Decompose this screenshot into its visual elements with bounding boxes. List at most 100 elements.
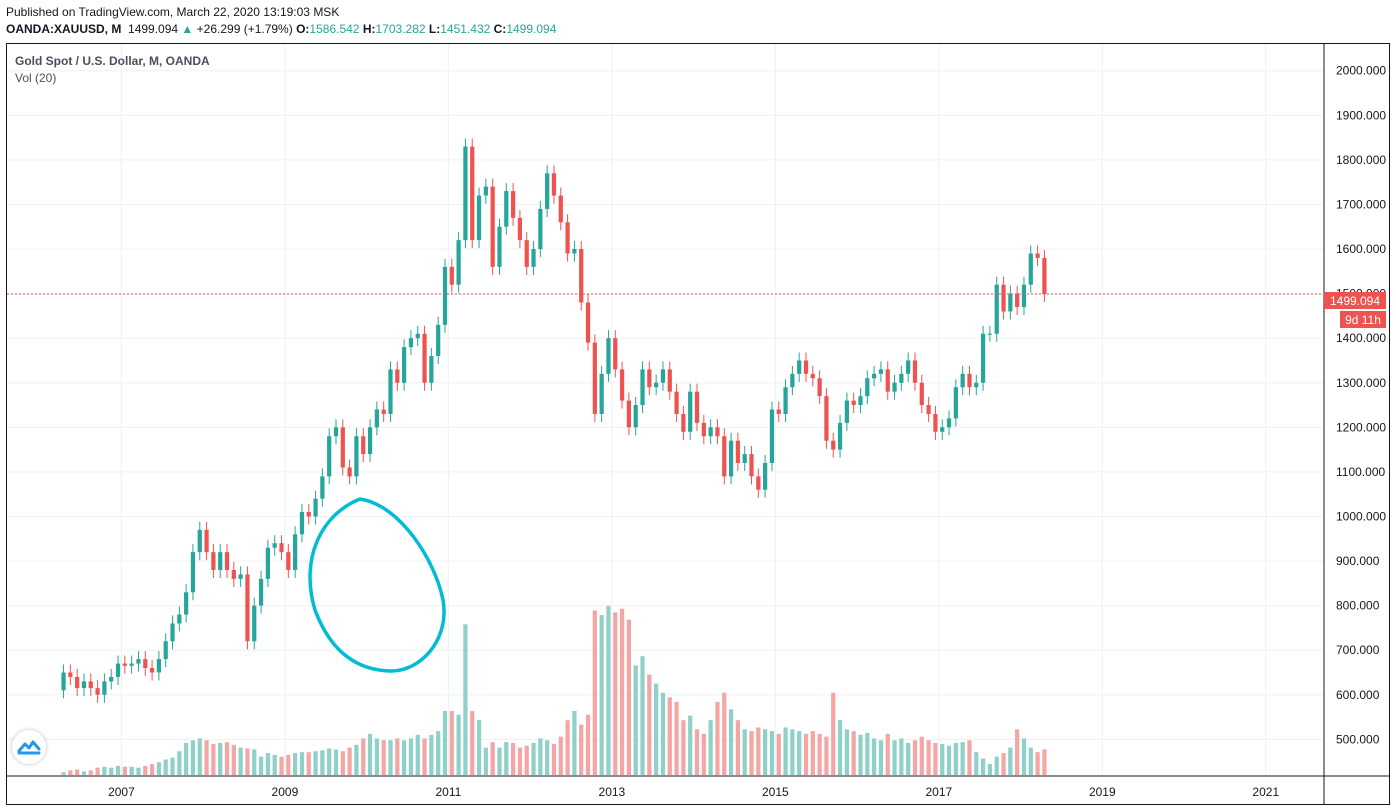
volume-bar bbox=[483, 747, 488, 775]
volume-bar bbox=[701, 733, 706, 775]
candle-body bbox=[265, 547, 270, 579]
candle-body bbox=[122, 663, 127, 666]
volume-bar bbox=[265, 753, 270, 775]
candle-body bbox=[408, 338, 414, 348]
chart-title: Gold Spot / U.S. Dollar, M, OANDA bbox=[15, 54, 210, 68]
volume-bar bbox=[817, 733, 822, 775]
volume-bar bbox=[735, 720, 740, 775]
candle-body bbox=[1028, 253, 1033, 285]
candle-body bbox=[367, 427, 373, 455]
volume-bar bbox=[218, 743, 223, 775]
candle-body bbox=[885, 369, 890, 392]
candle-body bbox=[538, 208, 543, 250]
candle-body bbox=[980, 333, 986, 383]
candle-body bbox=[231, 569, 236, 579]
candle-body bbox=[551, 173, 557, 196]
volume-bar bbox=[987, 764, 993, 775]
volume-bar bbox=[878, 740, 884, 775]
volume-bar bbox=[892, 740, 897, 775]
volume-bar bbox=[184, 743, 189, 775]
candle-body bbox=[674, 391, 679, 414]
candle-body bbox=[817, 378, 822, 397]
volume-bar bbox=[279, 756, 284, 775]
volume-bar bbox=[320, 750, 325, 775]
volume-bar bbox=[1008, 747, 1013, 775]
volume-bar bbox=[681, 720, 686, 775]
candle-body bbox=[1042, 257, 1047, 295]
volume-bar bbox=[654, 683, 659, 775]
volume-bar bbox=[442, 711, 448, 775]
volume-bar bbox=[177, 751, 182, 775]
candle-body bbox=[940, 427, 945, 432]
candle-body bbox=[585, 302, 591, 343]
candle-body bbox=[449, 266, 454, 285]
volume-bar bbox=[388, 740, 393, 775]
candle-body bbox=[293, 534, 298, 570]
volume-bar bbox=[170, 757, 175, 775]
volume-bar bbox=[919, 736, 924, 775]
volume-bar bbox=[851, 731, 856, 775]
candle-body bbox=[633, 405, 638, 428]
volume-bar bbox=[803, 733, 809, 775]
candle-body bbox=[667, 369, 672, 392]
volume-bar bbox=[327, 748, 332, 775]
candle-body bbox=[892, 382, 897, 392]
candle-body bbox=[688, 391, 693, 432]
candle-body bbox=[299, 512, 305, 535]
volume-bars bbox=[61, 605, 1047, 775]
candle-body bbox=[592, 342, 597, 414]
volume-bar bbox=[694, 729, 700, 775]
price-tick-label: 1000.000 bbox=[1336, 509, 1386, 523]
volume-bar bbox=[626, 619, 632, 775]
candle-body bbox=[163, 641, 168, 660]
candle-body bbox=[286, 552, 291, 570]
candle-body bbox=[517, 217, 523, 241]
candle-body bbox=[476, 195, 482, 241]
tradingview-logo-icon[interactable] bbox=[12, 730, 46, 764]
time-tick-label: 2019 bbox=[1089, 785, 1116, 799]
candle-body bbox=[497, 226, 502, 267]
close-label: C: bbox=[493, 22, 507, 36]
candle-body bbox=[803, 360, 809, 374]
price-tick-label: 700.000 bbox=[1336, 643, 1380, 657]
volume-bar bbox=[742, 729, 747, 775]
volume-bar bbox=[837, 720, 843, 775]
candle-body bbox=[245, 574, 250, 642]
symbol: OANDA:XAUUSD, M bbox=[6, 22, 122, 36]
candle-body bbox=[149, 668, 155, 673]
volume-bar bbox=[115, 765, 121, 775]
volume-bar bbox=[1001, 753, 1006, 775]
volume-bar bbox=[245, 748, 250, 775]
volume-bar bbox=[347, 747, 352, 775]
volume-bar bbox=[156, 762, 162, 775]
candle-body bbox=[987, 333, 993, 335]
price-tick-label: 1400.000 bbox=[1336, 331, 1386, 345]
volume-bar bbox=[272, 754, 277, 775]
volume-bar bbox=[585, 714, 591, 775]
volume-bar bbox=[340, 751, 345, 775]
volume-bar bbox=[538, 738, 543, 775]
candle-body bbox=[272, 543, 277, 548]
candle-body bbox=[504, 191, 509, 227]
volume-bar bbox=[619, 608, 625, 775]
volume-bar bbox=[565, 720, 570, 775]
volume-bar bbox=[1021, 738, 1027, 775]
volume-bar bbox=[88, 770, 93, 775]
volume-bar bbox=[592, 610, 597, 775]
volume-bar bbox=[640, 656, 645, 775]
volume-bar bbox=[974, 752, 979, 775]
candle-body bbox=[340, 427, 345, 468]
volume-bar bbox=[517, 747, 523, 775]
candle-body bbox=[170, 623, 175, 642]
candle-body bbox=[115, 663, 121, 677]
volume-bar bbox=[224, 742, 230, 775]
candle-body bbox=[463, 146, 468, 241]
volume-bar bbox=[844, 729, 849, 775]
volume-bar bbox=[769, 731, 775, 775]
volume-bar bbox=[831, 692, 836, 775]
volume-bar bbox=[211, 743, 216, 775]
candle-body bbox=[769, 409, 775, 463]
volume-bar bbox=[490, 742, 495, 775]
volume-bar bbox=[606, 605, 611, 775]
